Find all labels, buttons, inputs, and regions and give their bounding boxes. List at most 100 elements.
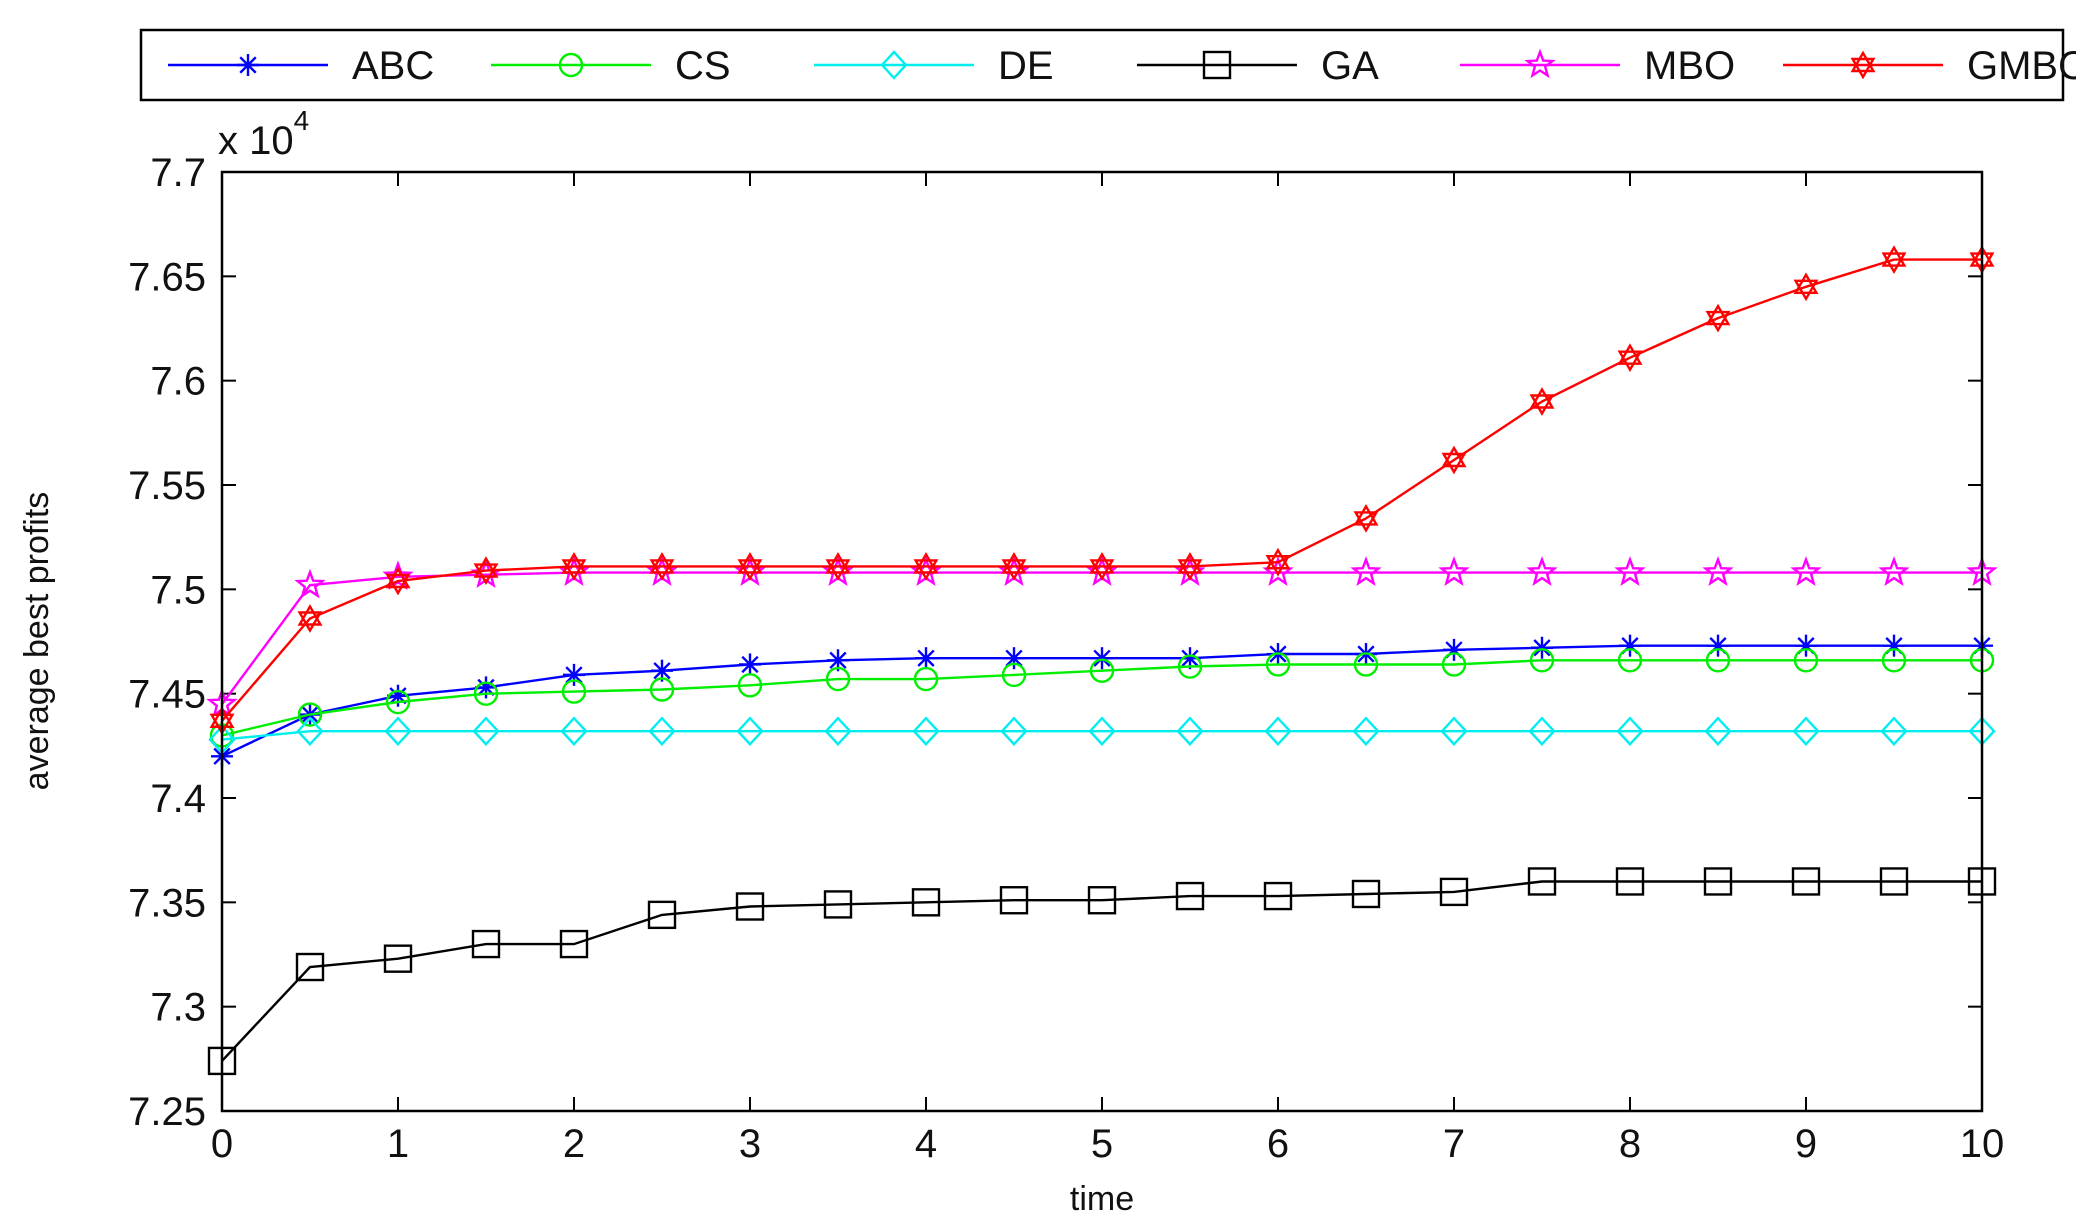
data-point (825, 666, 851, 692)
data-point (823, 890, 853, 919)
data-point (385, 689, 411, 715)
data-point (1617, 343, 1643, 373)
data-point (471, 929, 501, 959)
data-point (1439, 877, 1469, 907)
tick-labels: 0 1 2 3 4 5 6 7 8 9 10 7.25 7.3 7.35 7.4 7.45 7.5 7.55 7.6… (128, 151, 2004, 1166)
data-point (1793, 648, 1819, 673)
legend-item-abc: ABC (168, 44, 434, 88)
data-point (1264, 716, 1292, 746)
data-point (1527, 867, 1557, 896)
data-point (1202, 50, 1232, 80)
data-point (1353, 652, 1379, 677)
data-point (824, 716, 852, 746)
data-point (1791, 867, 1821, 896)
data-point (913, 552, 939, 581)
x-tick-label: 7 (1443, 1122, 1465, 1166)
data-point (1617, 648, 1643, 673)
data-point (1087, 886, 1117, 915)
data-point (1263, 881, 1293, 911)
y-exponent-power: 4 (294, 105, 310, 136)
data-point (1793, 272, 1819, 302)
data-point (915, 647, 937, 670)
data-point (1704, 716, 1732, 746)
data-point (1880, 716, 1908, 746)
data-point (647, 900, 677, 930)
data-point (1615, 867, 1645, 896)
data-point (561, 679, 587, 704)
data-point (1089, 552, 1115, 581)
x-tick-label: 3 (739, 1122, 761, 1166)
data-point (1850, 50, 1876, 80)
data-point (912, 716, 940, 746)
data-point (1792, 716, 1820, 746)
data-point (1614, 556, 1646, 586)
series-line-cs (221, 659, 1982, 737)
legend-label: DE (998, 44, 1054, 88)
data-point (1526, 556, 1558, 586)
data-point (385, 566, 411, 596)
data-point (558, 52, 584, 78)
legend-box (139, 28, 2065, 102)
data-point (1438, 556, 1470, 586)
data-point (1000, 716, 1028, 746)
data-point (296, 716, 324, 746)
data-point (1353, 504, 1379, 533)
data-point (1878, 556, 1910, 586)
data-point (561, 552, 587, 581)
series-mbo (206, 556, 1998, 718)
y-tick-label: 7.3 (150, 986, 206, 1030)
data-point (1175, 881, 1205, 911)
data-point (649, 677, 675, 702)
series-gmbo (209, 245, 1995, 736)
data-point (1265, 547, 1291, 577)
data-point (1001, 662, 1027, 688)
y-tick-label: 7.45 (128, 673, 206, 717)
data-point (1003, 647, 1025, 670)
x-tick-label: 5 (1091, 1122, 1113, 1166)
data-point (1790, 556, 1822, 586)
data-point (1441, 445, 1467, 475)
data-point (1351, 879, 1381, 909)
x-axis-label: time (1070, 1180, 1134, 1218)
data-point (297, 604, 323, 633)
data-point (880, 50, 908, 80)
data-point (1350, 556, 1382, 586)
data-point (1176, 716, 1204, 746)
y-tick-label: 7.7 (150, 151, 206, 195)
data-point (1524, 48, 1556, 79)
data-point (560, 716, 588, 746)
legend-label: GA (1321, 44, 1379, 88)
data-point (1440, 716, 1468, 746)
data-point (1705, 303, 1731, 333)
x-tick-label: 2 (563, 1122, 585, 1166)
x-tick-label: 8 (1619, 1122, 1641, 1166)
series-cs (209, 648, 1995, 748)
data-point (1088, 716, 1116, 746)
legend-label: MBO (1644, 44, 1735, 88)
data-point (472, 716, 500, 746)
data-point (237, 54, 259, 76)
data-point (1705, 648, 1731, 673)
y-tick-label: 7.4 (150, 777, 206, 821)
x-tick-label: 6 (1267, 1122, 1289, 1166)
data-point (1616, 716, 1644, 746)
series-layer (206, 245, 1998, 1076)
data-point (1881, 245, 1907, 274)
data-point (563, 663, 585, 686)
data-point (735, 892, 765, 921)
data-point (1702, 556, 1734, 586)
y-tick-label: 7.65 (128, 255, 206, 299)
legend-item-mbo: MBO (1460, 44, 1735, 88)
x-tick-label: 10 (1960, 1122, 2005, 1166)
data-point (294, 568, 326, 599)
data-point (473, 556, 499, 585)
data-point (383, 944, 413, 973)
data-point (825, 552, 851, 581)
data-point (1001, 552, 1027, 581)
x-tick-label: 9 (1795, 1122, 1817, 1166)
data-point (1879, 867, 1909, 896)
series-abc (211, 634, 1993, 768)
y-exponent-base: x 10 (218, 119, 294, 163)
data-point (1703, 867, 1733, 896)
data-point (649, 552, 675, 581)
